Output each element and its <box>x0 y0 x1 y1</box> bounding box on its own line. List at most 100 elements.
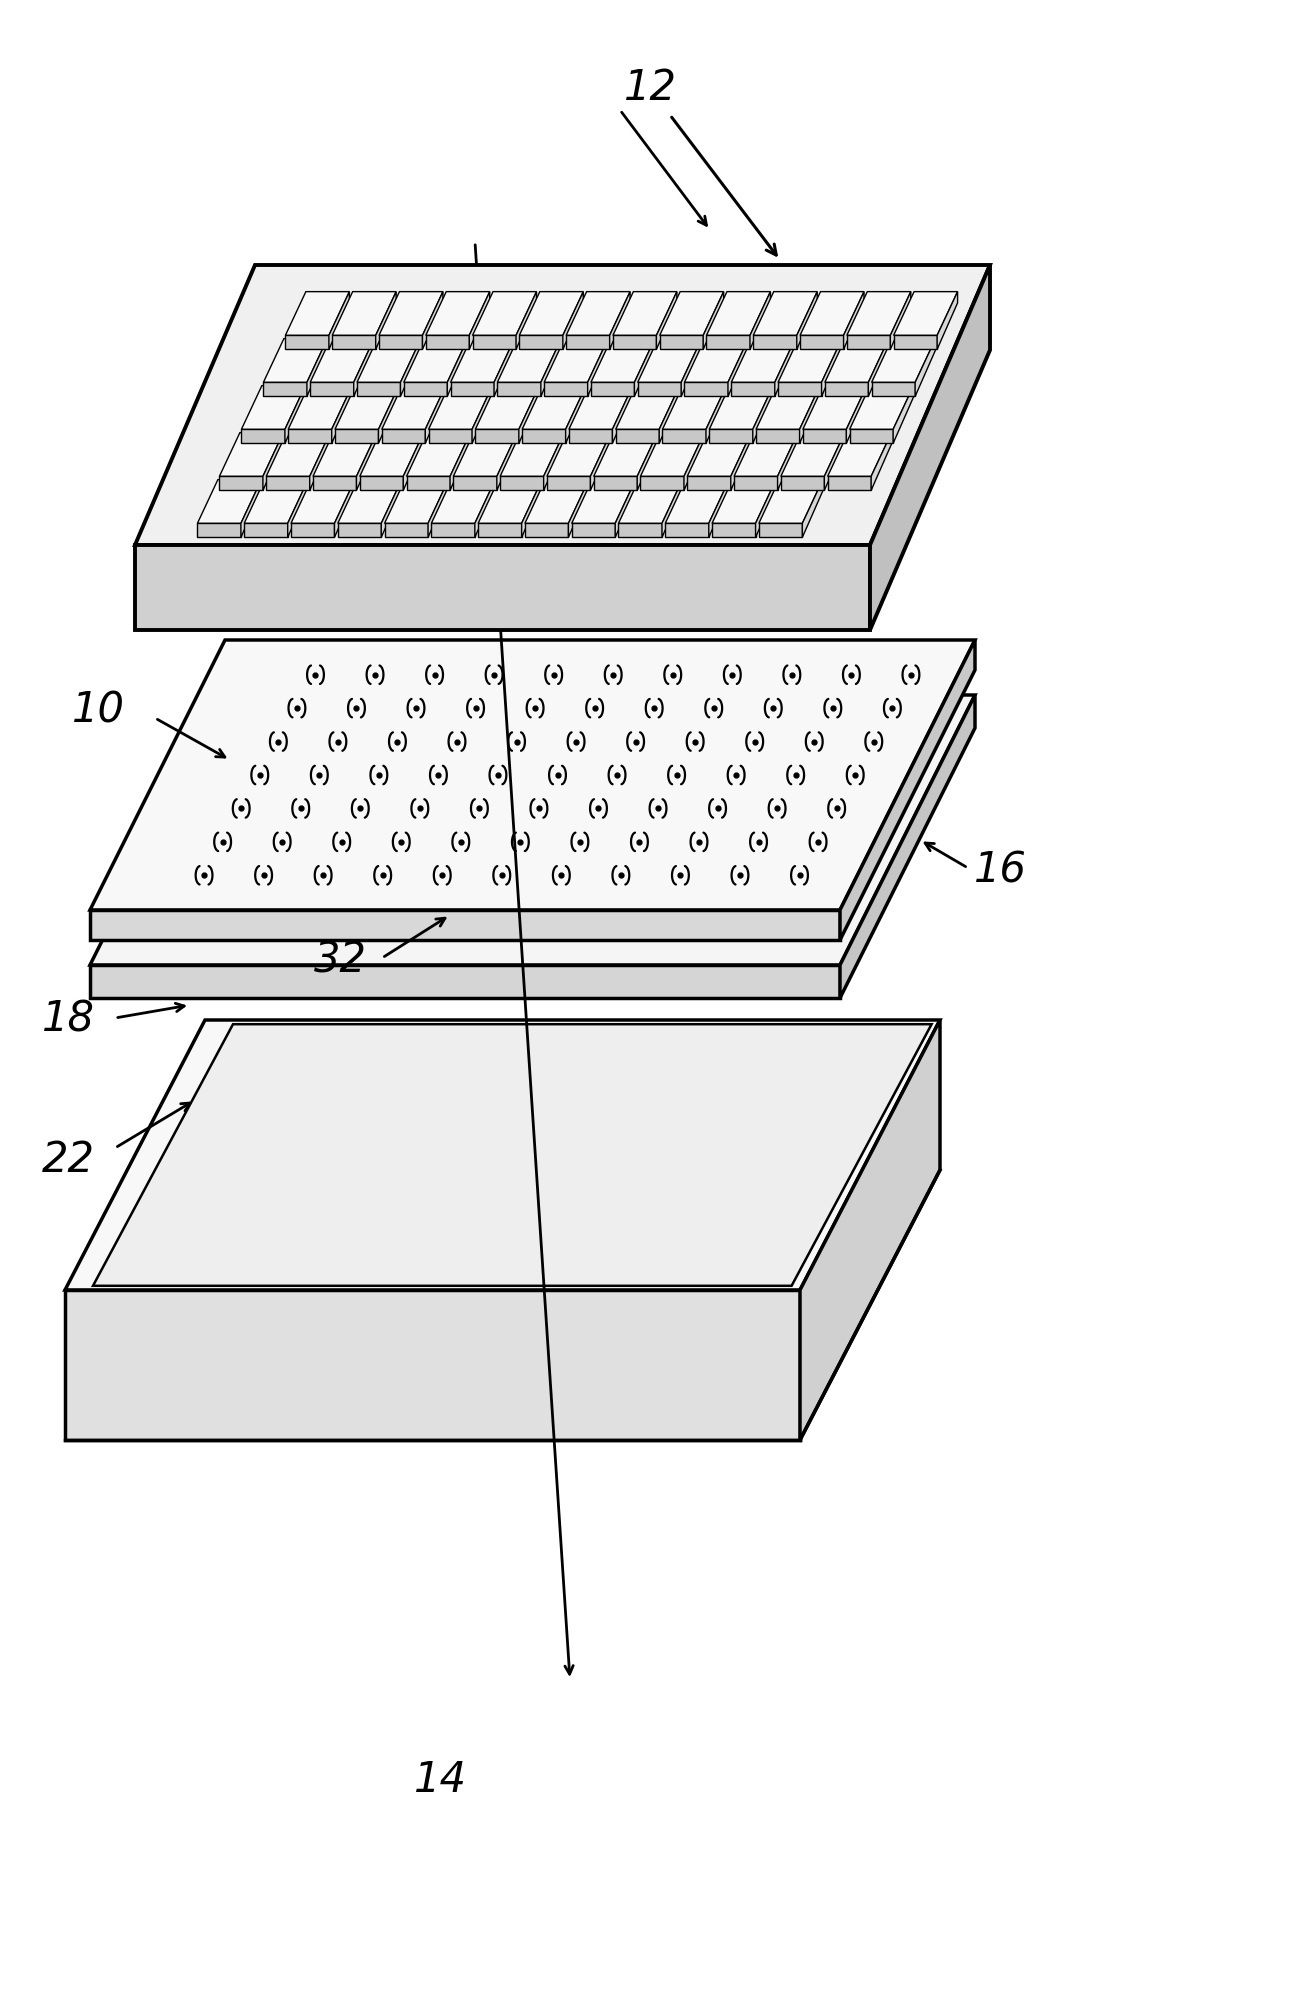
Polygon shape <box>871 383 916 397</box>
Polygon shape <box>521 479 542 537</box>
Polygon shape <box>357 383 401 397</box>
Polygon shape <box>426 335 469 349</box>
Polygon shape <box>687 433 751 477</box>
Polygon shape <box>756 479 776 537</box>
Polygon shape <box>637 433 658 491</box>
Polygon shape <box>357 433 377 491</box>
Polygon shape <box>707 385 726 443</box>
Polygon shape <box>840 639 976 940</box>
Polygon shape <box>286 293 350 335</box>
Polygon shape <box>613 385 633 443</box>
Polygon shape <box>801 293 865 335</box>
Polygon shape <box>332 335 376 349</box>
Text: 14: 14 <box>414 1760 466 1802</box>
Polygon shape <box>520 293 584 335</box>
Polygon shape <box>660 385 679 443</box>
Polygon shape <box>590 433 611 491</box>
Polygon shape <box>754 335 797 349</box>
Polygon shape <box>494 339 515 397</box>
Polygon shape <box>734 477 777 491</box>
Polygon shape <box>428 429 471 443</box>
Polygon shape <box>662 429 707 443</box>
Polygon shape <box>357 339 421 383</box>
Polygon shape <box>379 385 398 443</box>
Polygon shape <box>384 523 428 537</box>
Polygon shape <box>619 523 662 537</box>
Polygon shape <box>640 433 704 477</box>
Polygon shape <box>404 383 447 397</box>
Polygon shape <box>244 523 287 537</box>
Polygon shape <box>311 339 374 383</box>
Polygon shape <box>219 433 283 477</box>
Polygon shape <box>516 293 537 349</box>
Polygon shape <box>286 335 329 349</box>
Polygon shape <box>404 339 468 383</box>
Polygon shape <box>381 479 402 537</box>
Polygon shape <box>590 339 654 383</box>
Polygon shape <box>615 479 636 537</box>
Polygon shape <box>610 293 629 349</box>
Polygon shape <box>543 433 564 491</box>
Polygon shape <box>916 339 935 397</box>
Polygon shape <box>291 479 355 523</box>
Polygon shape <box>731 433 751 491</box>
Polygon shape <box>803 385 867 429</box>
Polygon shape <box>285 385 306 443</box>
Polygon shape <box>893 293 957 335</box>
Polygon shape <box>565 385 586 443</box>
Polygon shape <box>264 383 307 397</box>
Text: 32: 32 <box>313 940 367 982</box>
Polygon shape <box>242 385 306 429</box>
Text: 12: 12 <box>623 66 677 108</box>
Polygon shape <box>478 479 542 523</box>
Polygon shape <box>422 293 443 349</box>
Polygon shape <box>545 339 609 383</box>
Polygon shape <box>310 433 330 491</box>
Polygon shape <box>938 293 957 349</box>
Polygon shape <box>569 385 633 429</box>
Polygon shape <box>431 523 475 537</box>
Polygon shape <box>893 335 938 349</box>
Polygon shape <box>90 695 976 966</box>
Polygon shape <box>547 477 590 491</box>
Polygon shape <box>613 335 657 349</box>
Polygon shape <box>781 433 845 477</box>
Polygon shape <box>759 479 823 523</box>
Polygon shape <box>311 383 354 397</box>
Polygon shape <box>332 293 396 335</box>
Polygon shape <box>594 433 658 477</box>
Polygon shape <box>334 479 355 537</box>
Polygon shape <box>451 339 515 383</box>
Polygon shape <box>687 477 731 491</box>
Polygon shape <box>471 385 492 443</box>
Polygon shape <box>801 1020 940 1441</box>
Polygon shape <box>90 966 840 998</box>
Polygon shape <box>750 293 771 349</box>
Polygon shape <box>756 385 820 429</box>
Polygon shape <box>640 477 684 491</box>
Polygon shape <box>594 477 637 491</box>
Polygon shape <box>90 639 976 910</box>
Polygon shape <box>334 429 379 443</box>
Polygon shape <box>801 335 844 349</box>
Polygon shape <box>266 477 310 491</box>
Polygon shape <box>334 385 398 429</box>
Polygon shape <box>266 433 330 477</box>
Polygon shape <box>451 383 494 397</box>
Polygon shape <box>447 339 468 397</box>
Polygon shape <box>803 429 846 443</box>
Polygon shape <box>840 695 976 998</box>
Polygon shape <box>473 335 516 349</box>
Polygon shape <box>635 339 654 397</box>
Polygon shape <box>338 523 381 537</box>
Polygon shape <box>731 383 774 397</box>
Polygon shape <box>313 433 377 477</box>
Polygon shape <box>379 293 443 335</box>
Polygon shape <box>660 335 703 349</box>
Polygon shape <box>660 293 724 335</box>
Polygon shape <box>65 1291 801 1441</box>
Polygon shape <box>752 385 773 443</box>
Text: 10: 10 <box>72 689 124 731</box>
Polygon shape <box>244 479 308 523</box>
Polygon shape <box>522 429 565 443</box>
